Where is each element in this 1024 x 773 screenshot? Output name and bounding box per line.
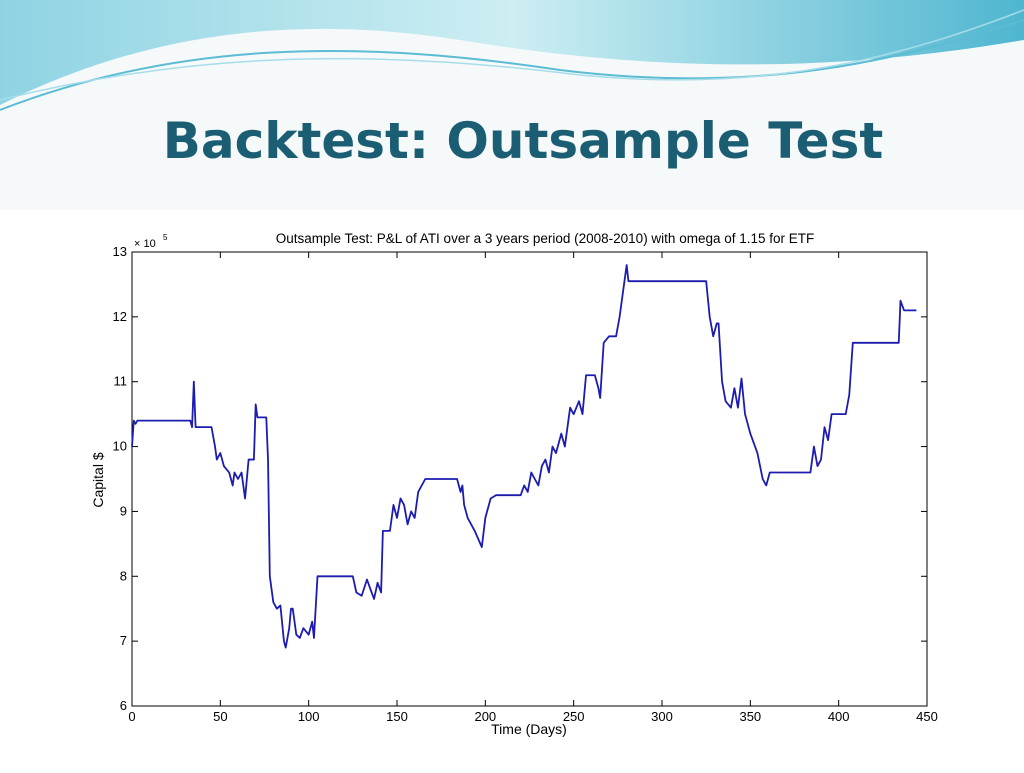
x-tick-label: 0 xyxy=(128,709,135,724)
y-multiplier: × 10 xyxy=(134,238,156,250)
y-axis-title: Capital $ xyxy=(90,452,106,507)
x-axis-title: Time (Days) xyxy=(491,721,567,737)
x-tick-label: 100 xyxy=(298,709,320,724)
data-line xyxy=(131,264,917,649)
chart-title: Outsample Test: P&L of ATI over a 3 year… xyxy=(276,231,815,246)
y-tick-label: 9 xyxy=(120,503,127,518)
slide-title: Backtest: Outsample Test xyxy=(163,112,884,170)
y-tick-label: 13 xyxy=(113,244,127,259)
x-tick-label: 450 xyxy=(916,709,938,724)
x-tick-label: 150 xyxy=(386,709,408,724)
x-tick-label: 350 xyxy=(739,709,761,724)
x-tick-label: 50 xyxy=(213,709,227,724)
y-tick-label: 7 xyxy=(120,633,127,648)
y-tick-label: 6 xyxy=(120,698,127,713)
x-tick-label: 400 xyxy=(828,709,850,724)
header-wave xyxy=(0,0,1024,105)
header-wave-line xyxy=(0,19,1024,111)
x-tick-label: 300 xyxy=(651,709,673,724)
y-tick-label: 8 xyxy=(120,568,127,583)
y-tick-label: 12 xyxy=(113,309,127,324)
y-tick-label: 11 xyxy=(114,374,128,389)
x-tick-label: 250 xyxy=(563,709,585,724)
y-tick-label: 10 xyxy=(113,439,127,454)
header-wave-line xyxy=(0,9,1024,101)
x-tick-label: 200 xyxy=(474,709,496,724)
y-exponent: 5 xyxy=(163,233,168,242)
